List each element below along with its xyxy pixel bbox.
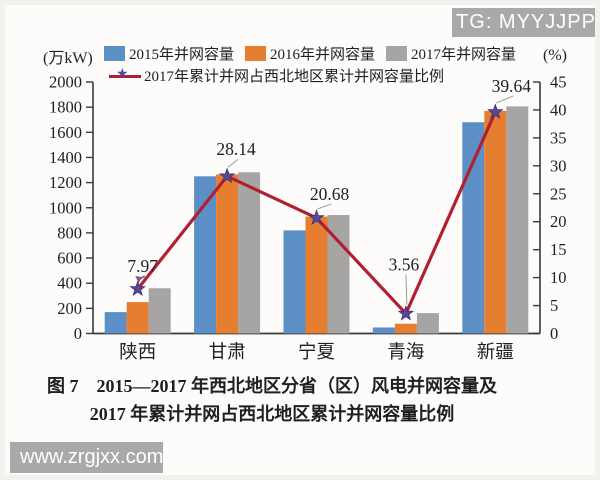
bar-2015年并网容量-陕西 xyxy=(104,312,127,334)
watermark-telegram-text: TG: MYYJJPP xyxy=(456,11,596,33)
bar-2017年并网容量-宁夏 xyxy=(327,215,350,334)
star-marker-icon xyxy=(129,280,146,296)
left-tick-label: 1800 xyxy=(49,98,82,117)
right-tick-label: 25 xyxy=(550,184,567,203)
left-tick-label: 2000 xyxy=(49,73,82,92)
right-tick-label: 15 xyxy=(550,240,567,259)
line-sample-icon xyxy=(109,74,141,78)
legend-item-2016: 2016年并网容量 xyxy=(245,43,375,64)
right-tick-label: 10 xyxy=(550,268,567,287)
legend-label-2016: 2016年并网容量 xyxy=(270,47,376,63)
legend-label-2015: 2015年并网容量 xyxy=(129,47,235,63)
star-marker-icon xyxy=(397,304,415,321)
right-tick-label: 30 xyxy=(550,156,567,175)
legend-line-series: ★ 2017年累计并网占西北地区累计并网容量比例 xyxy=(109,65,444,86)
data-label: 7.97 xyxy=(127,256,158,276)
caption-line-1: 图 7 2015—2017 年西北地区分省（区）风电并网容量及 xyxy=(47,376,497,396)
category-label-宁夏: 宁夏 xyxy=(298,342,335,363)
bar-2016年并网容量-青海 xyxy=(394,323,417,334)
leader-line xyxy=(317,203,332,210)
star-marker-icon xyxy=(218,167,236,184)
legend-swatch-2016-icon xyxy=(245,46,267,61)
legend-label-2017: 2017年并网容量 xyxy=(411,47,517,63)
data-label: 20.68 xyxy=(310,184,350,204)
bar-2016年并网容量-宁夏 xyxy=(305,216,328,334)
leader-line xyxy=(405,274,408,305)
star-marker-icon xyxy=(487,103,504,119)
bar-2016年并网容量-新疆 xyxy=(484,110,507,334)
left-tick-label: 1000 xyxy=(49,198,82,217)
star-marker-icon: ★ xyxy=(116,65,129,82)
legend-swatch-2017-icon xyxy=(386,46,408,61)
bar-2016年并网容量-陕西 xyxy=(126,302,149,334)
left-tick-label: 600 xyxy=(57,249,82,268)
category-label-甘肃: 甘肃 xyxy=(209,342,246,363)
category-label-新疆: 新疆 xyxy=(477,342,514,363)
bar-2017年并网容量-甘肃 xyxy=(238,172,261,334)
figure-caption: 图 7 2015—2017 年西北地区分省（区）风电并网容量及 2017 年累计… xyxy=(5,372,539,428)
bar-2017年并网容量-青海 xyxy=(416,313,439,334)
bar-2017年并网容量-新疆 xyxy=(506,106,529,334)
left-tick-label: 1600 xyxy=(49,123,82,142)
category-label-陕西: 陕西 xyxy=(119,342,156,363)
legend-line-marker-icon: ★ xyxy=(109,65,141,84)
leader-arrowhead-icon xyxy=(135,275,142,283)
combo-chart: 0 200 400 600 800 1000 1200 1400 1600 1800 2000 0 5 1… xyxy=(49,73,567,364)
watermark-website: www.zrgjxx.com xyxy=(10,442,163,473)
bar-2015年并网容量-宁夏 xyxy=(283,230,306,334)
category-label-青海: 青海 xyxy=(387,342,424,363)
star-marker-icon xyxy=(308,209,325,225)
data-label: 28.14 xyxy=(216,139,256,159)
right-axis-unit: (%) xyxy=(543,47,567,64)
left-tick-label: 1400 xyxy=(49,148,82,167)
bar-2017年并网容量-陕西 xyxy=(148,288,171,334)
watermark-telegram: TG: MYYJJPP xyxy=(452,8,596,37)
bar-2015年并网容量-青海 xyxy=(372,327,395,334)
legend-label-line: 2017年累计并网占西北地区累计并网容量比例 xyxy=(144,69,445,85)
watermark-website-text: www.zrgjxx.com xyxy=(20,446,164,468)
left-tick-label: 400 xyxy=(57,274,82,293)
bar-2015年并网容量-甘肃 xyxy=(194,176,217,334)
right-tick-label: 5 xyxy=(550,296,558,315)
data-label: 3.56 xyxy=(389,255,420,275)
left-axis-unit: (万kW) xyxy=(43,50,93,67)
right-tick-label: 0 xyxy=(550,324,558,343)
left-tick-label: 1200 xyxy=(49,173,82,192)
legend-item-2017: 2017年并网容量 xyxy=(386,43,516,64)
legend-item-2015: 2015年并网容量 xyxy=(104,43,234,64)
legend-swatch-2015-icon xyxy=(104,46,125,61)
data-label: 39.64 xyxy=(492,76,532,96)
right-tick-label: 20 xyxy=(550,212,567,231)
right-tick-label: 40 xyxy=(550,100,567,119)
bar-2016年并网容量-甘肃 xyxy=(216,174,239,334)
legend-bar-series: 2015年并网容量 2016年并网容量 2017年并网容量 xyxy=(104,43,527,64)
right-tick-label: 45 xyxy=(550,73,567,92)
leader-line xyxy=(496,95,514,104)
left-tick-label: 800 xyxy=(57,223,82,242)
left-tick-label: 200 xyxy=(57,299,82,318)
right-tick-label: 35 xyxy=(550,128,567,147)
caption-line-2: 2017 年累计并网占西北地区累计并网容量比例 xyxy=(89,404,455,424)
leader-line xyxy=(227,158,239,168)
bar-2015年并网容量-新疆 xyxy=(462,122,485,334)
left-tick-label: 0 xyxy=(74,324,82,343)
